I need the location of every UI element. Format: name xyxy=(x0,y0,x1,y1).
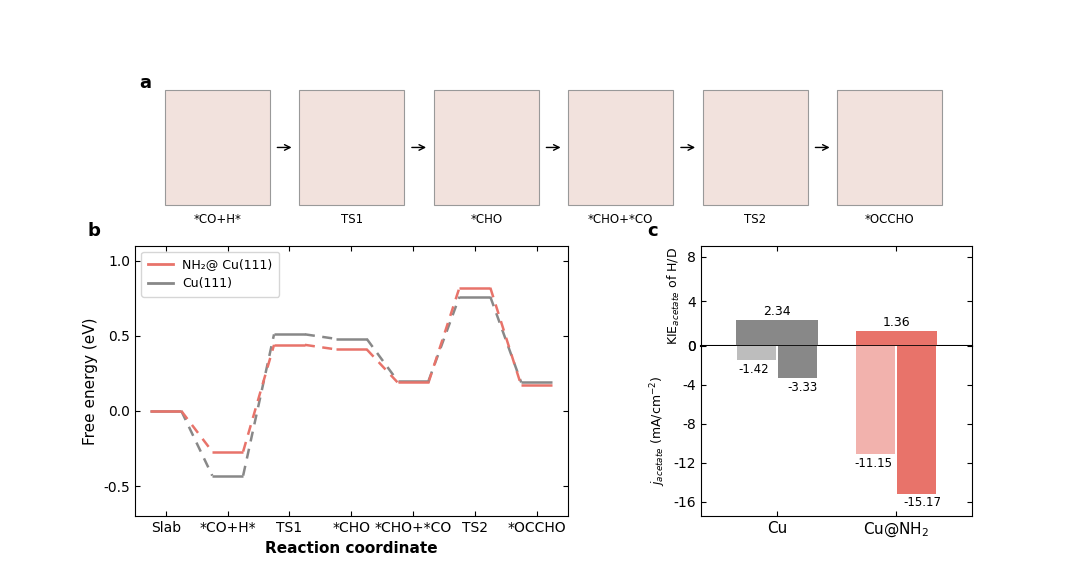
Y-axis label: KIE$_{acetate}$ of H/D: KIE$_{acetate}$ of H/D xyxy=(665,246,681,345)
Text: *OCCHO: *OCCHO xyxy=(865,213,915,226)
Bar xyxy=(703,90,808,205)
Bar xyxy=(856,346,895,454)
Text: 1.36: 1.36 xyxy=(882,316,910,329)
Text: c: c xyxy=(647,222,658,240)
Text: TS1: TS1 xyxy=(340,213,363,226)
Legend: NH₂@ Cu(111), Cu(111): NH₂@ Cu(111), Cu(111) xyxy=(141,252,279,296)
Bar xyxy=(568,90,673,205)
Bar xyxy=(778,346,816,378)
Text: -15.17: -15.17 xyxy=(903,496,941,509)
Bar xyxy=(896,346,936,494)
Text: -1.42: -1.42 xyxy=(739,362,769,375)
Bar xyxy=(737,346,777,360)
Text: 2.34: 2.34 xyxy=(764,305,791,318)
Text: b: b xyxy=(87,222,100,240)
Bar xyxy=(837,90,942,205)
Text: *CO+H*: *CO+H* xyxy=(193,213,241,226)
Y-axis label: $j_{acetate}$ (mA/cm$^{-2}$): $j_{acetate}$ (mA/cm$^{-2}$) xyxy=(649,376,669,486)
Text: a: a xyxy=(139,74,151,92)
Bar xyxy=(855,331,936,346)
Bar xyxy=(737,320,818,346)
Bar xyxy=(568,90,673,205)
Text: *CHO: *CHO xyxy=(470,213,502,226)
Bar xyxy=(165,90,270,205)
Text: TS2: TS2 xyxy=(744,213,767,226)
Bar xyxy=(434,90,539,205)
Bar xyxy=(703,90,808,205)
Bar xyxy=(299,90,404,205)
X-axis label: Reaction coordinate: Reaction coordinate xyxy=(265,541,437,556)
Y-axis label: Free energy (eV): Free energy (eV) xyxy=(83,317,98,445)
Text: -3.33: -3.33 xyxy=(787,381,818,394)
Bar xyxy=(165,90,270,205)
Bar xyxy=(837,90,942,205)
Text: -11.15: -11.15 xyxy=(854,457,892,470)
Bar xyxy=(299,90,404,205)
Text: *CHO+*CO: *CHO+*CO xyxy=(589,213,653,226)
Bar xyxy=(434,90,539,205)
